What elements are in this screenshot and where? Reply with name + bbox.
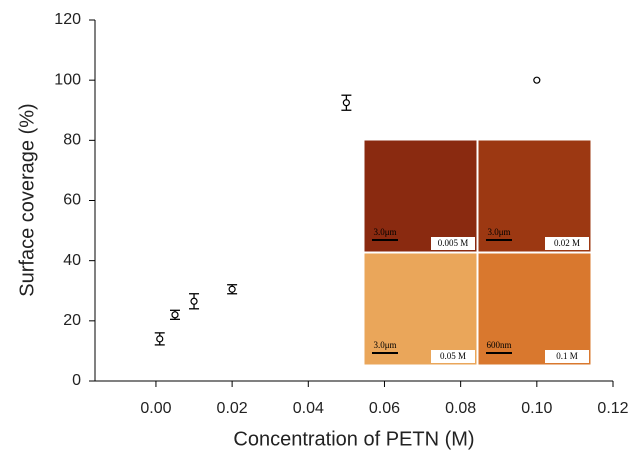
inset-label-box [545,237,589,250]
x-tick-label: 0.08 [445,400,476,417]
point [156,335,164,343]
point [228,285,236,293]
y-tick-label: 40 [63,252,81,269]
inset-label: 0.05 M [440,351,466,361]
x-tick-label: 0.06 [369,400,400,417]
y-axis-title: Surface coverage (%) [16,103,38,296]
scale-label: 3.0μm [373,340,396,350]
scale-label: 3.0μm [487,227,510,237]
inset-label-box [545,350,589,363]
x-axis-title: Concentration of PETN (M) [233,428,474,450]
inset-image [363,139,478,253]
y-tick-label: 80 [63,132,81,149]
point [533,76,541,84]
inset-label-box [431,350,475,363]
point [342,99,350,107]
x-tick-label: 0.00 [140,400,171,417]
inset-image [477,252,592,366]
y-tick-label: 0 [72,372,81,389]
scale-label: 600nm [486,340,511,350]
x-tick-label: 0.02 [217,400,248,417]
y-tick-label: 60 [63,192,81,209]
point [190,297,198,305]
y-tick-label: 100 [54,71,81,88]
y-tick-label: 20 [63,312,81,329]
inset-label: 0.005 M [438,238,469,248]
y-tick-label: 120 [54,11,81,28]
inset-label: 0.1 M [556,351,578,361]
inset-image [477,139,592,253]
inset-label-box [431,237,475,250]
x-tick-label: 0.10 [521,400,552,417]
inset-image [363,252,478,366]
point [171,311,179,319]
x-tick-label: 0.04 [293,400,324,417]
inset-label: 0.02 M [554,238,580,248]
scale-label: 3.0μm [373,227,396,237]
x-tick-label: 0.12 [597,400,628,417]
